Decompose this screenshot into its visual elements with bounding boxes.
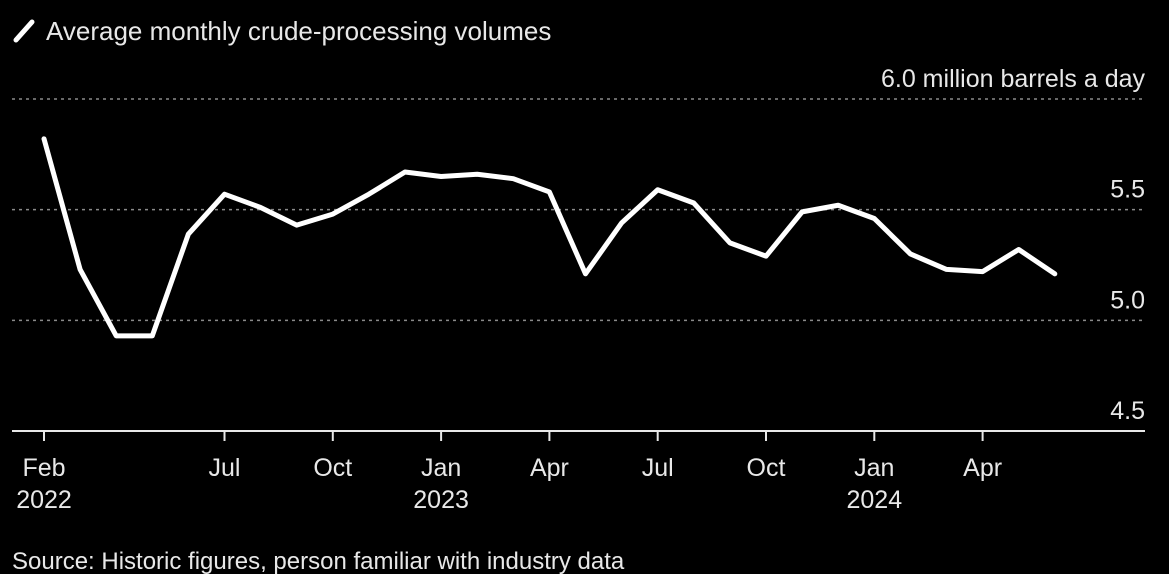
data-point [765, 255, 767, 257]
x-tick-label: Feb [22, 454, 65, 482]
gridlines [12, 98, 1145, 322]
data-point [657, 189, 659, 191]
data-point [440, 175, 442, 177]
data-point [512, 178, 514, 180]
data-point [946, 268, 947, 270]
x-tick-label: Apr [963, 454, 1002, 482]
data-point [332, 213, 334, 215]
data-point [548, 191, 550, 193]
x-axis-ticks: Feb 2022 Jul Oct Jan 2023 Apr Jul Oct Jan 2024 Apr [16, 431, 1002, 514]
data-point [621, 222, 623, 224]
data-point [260, 206, 262, 208]
y-tick-label: 4.5 [1110, 397, 1145, 425]
data-point [476, 173, 478, 175]
x-tick-label: Jul [209, 454, 241, 482]
data-point [801, 211, 803, 213]
data-point [1054, 273, 1056, 275]
data-point [43, 138, 45, 140]
x-tick-year-label: 2023 [413, 486, 469, 514]
legend-label: Average monthly crude-processing volumes [46, 16, 551, 46]
legend-swatch-icon [13, 19, 35, 43]
data-point [115, 335, 117, 337]
x-tick-label: Jul [642, 454, 674, 482]
source-note: Source: Historic figures, person familia… [12, 548, 625, 574]
y-tick-label: 5.0 [1110, 286, 1145, 314]
data-point [187, 233, 189, 235]
series-group [41, 136, 1058, 339]
x-tick-label: Oct [747, 454, 786, 482]
series-line [41, 136, 1058, 339]
data-point [151, 335, 153, 337]
data-point [1018, 249, 1020, 251]
data-point [404, 171, 406, 173]
data-point [982, 271, 984, 273]
data-point [837, 204, 839, 206]
x-tick-year-label: 2022 [16, 486, 72, 514]
x-tick-label: Jan [421, 454, 461, 482]
y-tick-label: 6.0 million barrels a day [881, 65, 1146, 93]
data-point [873, 218, 875, 220]
data-point [79, 268, 81, 270]
data-point [224, 193, 225, 195]
y-tick-label: 5.5 [1110, 176, 1145, 204]
x-tick-year-label: 2024 [846, 486, 902, 514]
data-point [909, 253, 911, 255]
x-tick-label: Apr [530, 454, 569, 482]
data-point [585, 273, 586, 275]
data-point [729, 242, 731, 244]
data-point [693, 202, 695, 204]
y-axis-ticks: 6.0 million barrels a day 5.5 5.0 4.5 [881, 65, 1146, 425]
x-tick-label: Jan [854, 454, 894, 482]
data-point [296, 224, 298, 226]
x-tick-label: Oct [313, 454, 352, 482]
data-point [368, 193, 370, 195]
legend: Average monthly crude-processing volumes [13, 16, 551, 46]
